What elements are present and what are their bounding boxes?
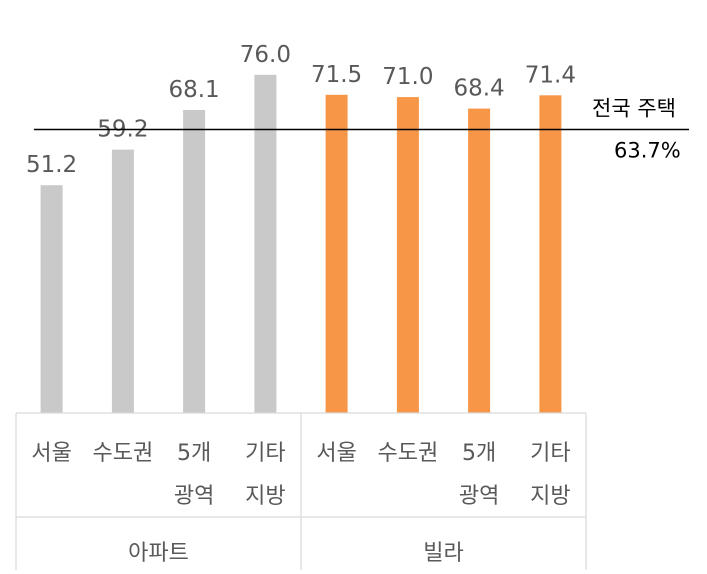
bar-apt-4 (254, 74, 277, 414)
group-label-apt: 아파트 (128, 541, 189, 566)
bar-villa-1 (325, 94, 348, 414)
bar-villa-2 (396, 97, 419, 413)
category-label-3-line2: 광역 (174, 484, 214, 509)
category-label-7-line2: 광역 (459, 484, 499, 509)
value-label-4: 76.0 (240, 42, 291, 68)
value-label-6: 71.0 (382, 64, 433, 90)
reference-label-value: 63.7% (614, 139, 681, 163)
category-label-4-line2: 지방 (245, 484, 285, 509)
category-label-8-line1: 기타 (530, 441, 570, 466)
category-label-6: 수도권 (378, 441, 439, 466)
category-label-1: 서울 (31, 441, 71, 466)
value-labels-layer: 51.259.268.176.071.5 71.0 68.471.4 (26, 42, 576, 178)
value-label-1: 51.2 (26, 152, 77, 178)
bar-villa-4 (539, 95, 562, 414)
category-label-8-line2: 지방 (530, 484, 570, 509)
category-label-3-line1: 5개 (177, 441, 211, 466)
value-label-3: 68.1 (168, 77, 219, 103)
value-label-5: 71.5 (311, 62, 362, 88)
bar-apt-1 (40, 185, 63, 413)
group-label-villa: 빌라 (423, 541, 463, 566)
value-label-8: 71.4 (525, 62, 576, 88)
category-label-7-line1: 5개 (462, 441, 496, 466)
bar-villa-3 (468, 108, 491, 413)
category-label-5: 서울 (316, 441, 356, 466)
category-label-2: 수도권 (93, 441, 154, 466)
bar-apt-3 (183, 110, 206, 413)
reference-label-title: 전국 주택 (592, 97, 676, 121)
value-label-7: 68.4 (453, 76, 504, 102)
category-label-4-line1: 기타 (245, 441, 285, 466)
bars-layer (40, 74, 562, 414)
bar-apt-2 (111, 149, 134, 413)
